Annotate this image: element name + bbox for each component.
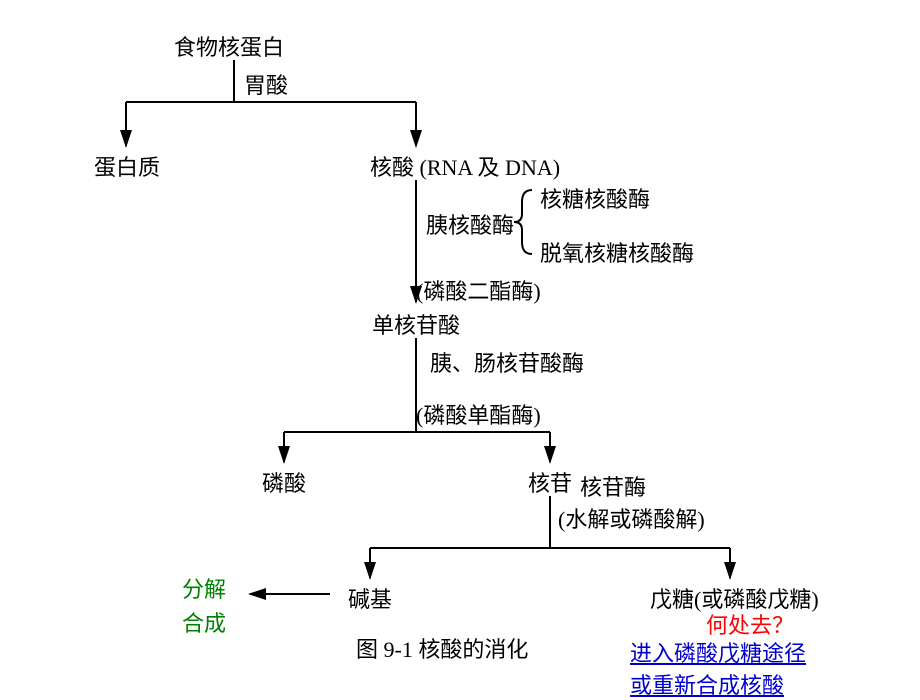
label-rnase: 核糖核酸酶	[540, 182, 650, 214]
label-panc-nuclease: 胰核酸酶	[426, 208, 514, 240]
label-hydrolysis: (水解或磷酸解)	[558, 502, 705, 534]
label-nucleosidase: 核苷酶	[580, 470, 646, 502]
label-stomach-acid: 胃酸	[244, 68, 288, 100]
node-nucleoside: 核苷	[528, 466, 572, 498]
label-dnase: 脱氧核糖核酸酶	[540, 236, 694, 268]
label-synthesis: 合成	[182, 606, 226, 638]
node-base: 碱基	[348, 582, 392, 614]
caption: 图 9-1 核酸的消化	[356, 632, 528, 664]
node-mononucleotide: 单核苷酸	[372, 308, 460, 340]
link-resyn[interactable]: 或重新合成核酸	[630, 668, 784, 700]
label-decompose: 分解	[182, 572, 226, 604]
node-protein: 蛋白质	[94, 150, 160, 182]
label-nucleotidase: 胰、肠核苷酸酶	[430, 346, 584, 378]
label-pde: (磷酸二酯酶)	[416, 274, 541, 306]
node-phosphate: 磷酸	[262, 466, 306, 498]
node-top: 食物核蛋白	[174, 30, 284, 62]
link-ppp[interactable]: 进入磷酸戊糖途径	[630, 636, 806, 668]
node-nucleic-acid: 核酸 (RNA 及 DNA)	[370, 150, 560, 182]
label-pme: (磷酸单酯酶)	[416, 398, 541, 430]
